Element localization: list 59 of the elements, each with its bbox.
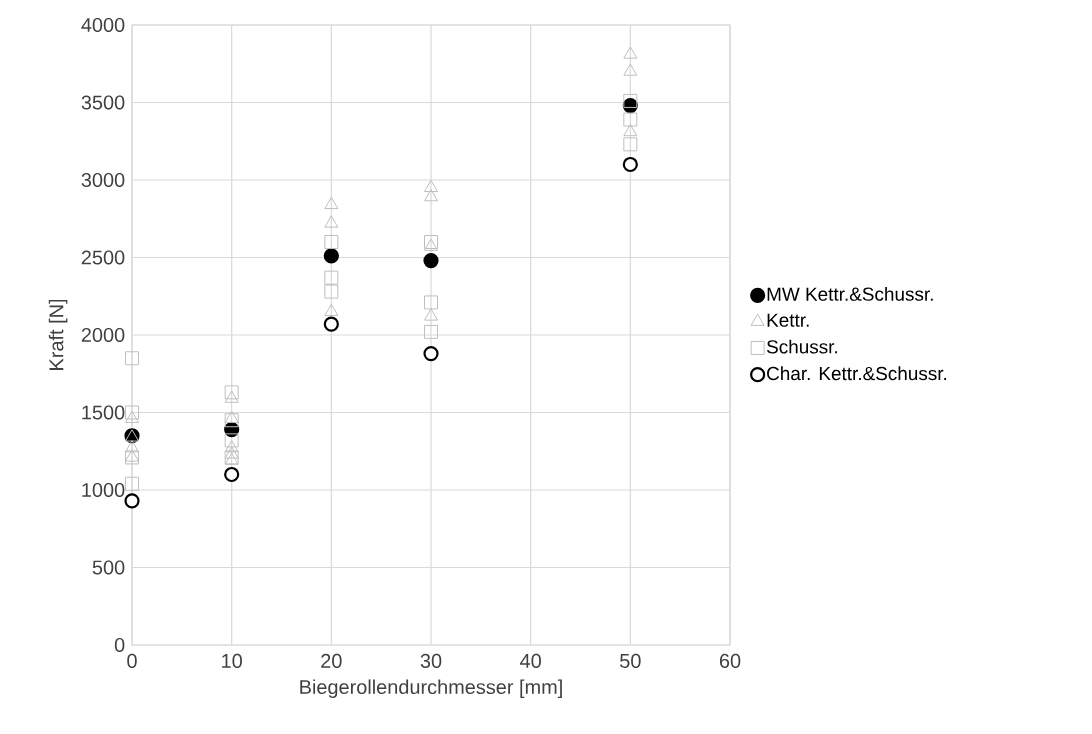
point: [125, 476, 140, 491]
point: [623, 112, 638, 127]
y-tick-label: 1500: [82, 405, 125, 420]
point: [424, 179, 438, 192]
x-tick-label: 50: [620, 653, 641, 668]
legend-label: Kettr.: [767, 313, 809, 327]
point: [324, 284, 339, 299]
y-tick-label: 3000: [81, 172, 125, 188]
y-tick-label: 2000: [81, 327, 125, 343]
point: [324, 196, 339, 210]
y-axis-title: Kraft [N]: [48, 299, 68, 370]
point: [324, 215, 339, 228]
x-tick-label: 60: [719, 653, 741, 668]
point: [125, 405, 140, 420]
legend-label: Char. Kettr.&Schussr.: [767, 366, 947, 381]
point: [424, 238, 438, 251]
point: [224, 440, 239, 453]
y-tick-label: 2500: [81, 250, 125, 265]
point: [423, 252, 439, 269]
legend-label: MW Kettr.&Schussr.: [767, 286, 933, 301]
point: [224, 390, 239, 403]
point: [125, 351, 140, 366]
point: [623, 63, 638, 76]
point: [423, 345, 439, 362]
point: [125, 410, 139, 423]
point: [224, 466, 240, 483]
y-tick-label: 0: [114, 637, 125, 653]
legend-label: Schussr.: [766, 339, 837, 354]
point: [424, 308, 438, 321]
x-axis-title: Biegerollendurchmesser [mm]: [300, 679, 562, 698]
point: [424, 324, 439, 339]
point: [125, 440, 139, 453]
y-tick-label: 500: [92, 560, 125, 575]
x-tick-label: 20: [321, 653, 342, 668]
point: [623, 137, 638, 152]
point: [623, 93, 638, 108]
x-tick-label: 40: [520, 653, 541, 668]
point: [224, 413, 239, 428]
x-tick-label: 0: [127, 653, 137, 668]
point: [424, 295, 439, 310]
point: [324, 303, 339, 316]
point: [224, 446, 239, 459]
point: [124, 493, 140, 509]
x-tick-label: 10: [222, 653, 242, 668]
point: [324, 270, 339, 285]
point: [224, 385, 239, 400]
point: [622, 156, 638, 173]
y-tick-label: 1000: [82, 482, 125, 498]
x-tick-label: 30: [420, 653, 442, 668]
point: [323, 316, 339, 332]
point: [224, 410, 239, 423]
y-tick-label: 4000: [81, 17, 125, 33]
point: [623, 123, 638, 137]
y-tick-label: 3500: [81, 95, 125, 110]
point: [623, 46, 638, 59]
point: [424, 189, 438, 202]
point: [323, 248, 339, 264]
point: [224, 433, 239, 448]
point: [324, 234, 339, 249]
